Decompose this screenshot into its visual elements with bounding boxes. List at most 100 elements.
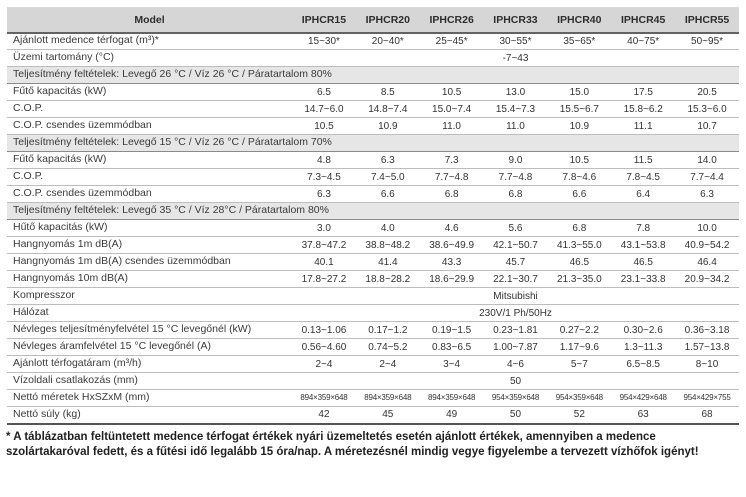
cell-value: 23.1~33.8 (611, 270, 676, 288)
row-label: Névleges teljesítményfelvétel 15 °C leve… (7, 321, 293, 339)
cell-value: 8.5 (355, 83, 420, 101)
row-label: Hangnyomás 1m dB(A) (7, 236, 293, 254)
cell-value: 10.7 (675, 117, 739, 135)
model-column-header: IPHCR40 (547, 7, 612, 34)
cell-value: 7.7~4.8 (419, 168, 484, 186)
cell-value: 7.8~4.6 (547, 168, 612, 186)
cell-value: 43.3 (419, 253, 484, 271)
row-label: Hálózat (7, 304, 293, 322)
cell-value: 1.57~13.8 (675, 338, 739, 356)
cell-value: 17.8~27.2 (292, 270, 356, 288)
cell-value: 15.5~6.7 (547, 100, 612, 118)
cell-value: 30~55* (483, 32, 548, 50)
cell-value: 1.17~9.6 (547, 338, 612, 356)
spec-table-body: Ajánlott medence térfogat (m³)* 15~30* 20~… (7, 32, 739, 425)
cell-value: 22.1~30.7 (483, 270, 548, 288)
cell-value: 38.8~48.2 (355, 236, 420, 254)
row-label: Hűtő kapacitás (kW) (7, 219, 293, 237)
cell-value: 20.5 (675, 83, 739, 101)
cell-value: 42.1~50.7 (483, 236, 548, 254)
row-label: Ajánlott medence térfogat (m³)* (7, 32, 293, 50)
table-row: Névleges teljesítményfelvétel 15 °C leve… (7, 321, 739, 339)
row-label: Nettó súly (kg) (7, 406, 293, 425)
cell-value: 7.7~4.4 (675, 168, 739, 186)
cell-value: 25~45* (419, 32, 484, 50)
model-column-header: IPHCR45 (611, 7, 676, 34)
model-column-header: IPHCR15 (292, 7, 356, 34)
cell-value: 46.4 (675, 253, 739, 271)
cell-value: 4.8 (292, 151, 356, 169)
cell-value: 6.3 (292, 185, 356, 203)
table-row: Nettó méretek HxSZxM (mm) 894×359×648 894×… (7, 389, 739, 407)
cell-value: 6.8 (547, 219, 612, 237)
table-row: C.O.P. 7.3~4.5 7.4~5.0 7.7~4.8 7.7~4.8 7.8~4.… (7, 168, 739, 186)
cell-value: 15.4~7.3 (483, 100, 548, 118)
cell-value: 0.74~5.2 (355, 338, 420, 356)
section-row: Teljesítmény feltételek: Levegő 15 °C / … (7, 134, 739, 152)
cell-value: 10.9 (355, 117, 420, 135)
cell-value: 20.9~34.2 (675, 270, 739, 288)
table-row: C.O.P. 14.7~6.0 14.8~7.4 15.0~7.4 15.4~7.3 15… (7, 100, 739, 118)
cell-value: 17.5 (611, 83, 676, 101)
span-value: 230V/1 Ph/50Hz (292, 304, 739, 322)
cell-value: 954×429×755 (675, 389, 739, 407)
cell-value: 0.36~3.18 (675, 321, 739, 339)
cell-value: 954×359×648 (483, 389, 548, 407)
cell-value: 0.17~1.2 (355, 321, 420, 339)
cell-value: 45.7 (483, 253, 548, 271)
table-row: C.O.P. csendes üzemmódban 6.3 6.6 6.8 6.8 6.6… (7, 185, 739, 203)
cell-value: 5.6 (483, 219, 548, 237)
cell-value: 0.83~6.5 (419, 338, 484, 356)
cell-value: 0.23~1.81 (483, 321, 548, 339)
cell-value: 2~4 (355, 355, 420, 373)
cell-value: 894×359×648 (292, 389, 356, 407)
cell-value: 4.6 (419, 219, 484, 237)
table-row: Hálózat 230V/1 Ph/50Hz (7, 304, 739, 322)
span-value: Mitsubishi (292, 287, 739, 305)
cell-value: 18.8~28.2 (355, 270, 420, 288)
cell-value: 46.5 (611, 253, 676, 271)
cell-value: 6.5~8.5 (611, 355, 676, 373)
table-row: Fűtő kapacitás (kW) 6.5 8.5 10.5 13.0 15.0 17.… (7, 83, 739, 101)
cell-value: 6.6 (547, 185, 612, 203)
footnote-text: * A táblázatban feltüntetett medence tér… (6, 430, 699, 458)
cell-value: 10.0 (675, 219, 739, 237)
cell-value: 0.13~1.06 (292, 321, 356, 339)
row-label: Vízoldali csatlakozás (mm) (7, 372, 293, 390)
cell-value: 15.3~6.0 (675, 100, 739, 118)
table-header-row: Model IPHCR15 IPHCR20 IPHCR26 IPHCR33 IPHCR4… (7, 7, 739, 34)
model-header-cell: Model (7, 7, 293, 34)
cell-value: 6.3 (675, 185, 739, 203)
cell-value: 894×359×648 (419, 389, 484, 407)
cell-value: 6.8 (483, 185, 548, 203)
section-row: Teljesítmény feltételek: Levegő 26 °C / … (7, 66, 739, 84)
table-row: Névleges áramfelvétel 15 °C levegőnél (A… (7, 338, 739, 356)
cell-value: 40.9~54.2 (675, 236, 739, 254)
row-label: Fűtő kapacitás (kW) (7, 151, 293, 169)
table-row: Kompresszor Mitsubishi (7, 287, 739, 305)
model-column-header: IPHCR33 (483, 7, 548, 34)
cell-value: 49 (419, 406, 484, 425)
cell-value: 10.5 (292, 117, 356, 135)
cell-value: 7.3 (419, 151, 484, 169)
cell-value: 11.0 (419, 117, 484, 135)
cell-value: 43.1~53.8 (611, 236, 676, 254)
cell-value: 1.3~11.3 (611, 338, 676, 356)
cell-value: 954×429×648 (611, 389, 676, 407)
cell-value: 50~95* (675, 32, 739, 50)
cell-value: 5~7 (547, 355, 612, 373)
cell-value: 0.19~1.5 (419, 321, 484, 339)
table-row: Hangnyomás 1m dB(A) csendes üzemmódban 40… (7, 253, 739, 271)
cell-value: 6.5 (292, 83, 356, 101)
cell-value: 6.6 (355, 185, 420, 203)
row-label: Nettó méretek HxSZxM (mm) (7, 389, 293, 407)
span-value: -7~43 (292, 49, 739, 67)
cell-value: 20~40* (355, 32, 420, 50)
cell-value: 41.4 (355, 253, 420, 271)
table-row: Nettó súly (kg) 42 45 49 50 52 63 68 (7, 406, 739, 425)
cell-value: 3~4 (419, 355, 484, 373)
table-row: Fűtő kapacitás (kW) 4.8 6.3 7.3 9.0 10.5 11.5 1… (7, 151, 739, 169)
cell-value: 6.8 (419, 185, 484, 203)
cell-value: 18.6~29.9 (419, 270, 484, 288)
table-row: Vízoldali csatlakozás (mm) 50 (7, 372, 739, 390)
